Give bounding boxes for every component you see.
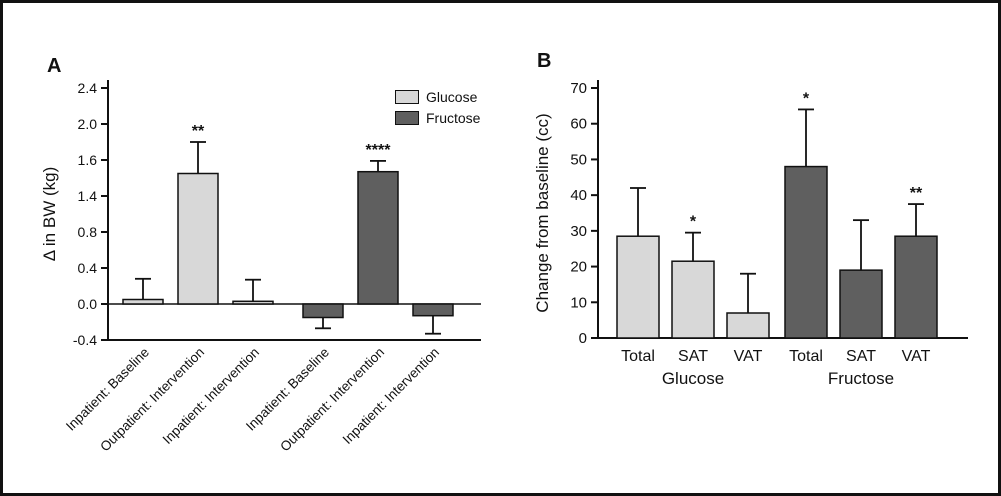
bar-inpatient-baseline <box>302 303 344 319</box>
x-tick-label: VAT <box>902 348 931 365</box>
y-tick-label: 50 <box>570 151 587 168</box>
y-tick-label: 10 <box>570 294 587 311</box>
panel-a-label: A <box>47 55 62 77</box>
bar-vat <box>894 235 938 339</box>
y-axis-title: Change from baseline (cc) <box>533 113 552 312</box>
x-tick-label: Total <box>621 348 655 365</box>
bar-total <box>784 165 828 339</box>
y-tick-label: 1.6 <box>78 152 98 168</box>
legend-label-glucose: Glucose <box>426 89 478 105</box>
y-tick-label: 1.4 <box>78 188 98 204</box>
y-tick-label: 40 <box>570 187 587 204</box>
group-label: Fructose <box>828 369 894 388</box>
bar-inpatient-baseline <box>122 298 164 305</box>
y-tick-label: 0.0 <box>78 296 98 312</box>
group-label: Glucose <box>662 369 724 388</box>
bar-outpatient-intervention <box>177 172 219 305</box>
panel-b-label: B <box>537 50 552 72</box>
bar-outpatient-intervention <box>357 170 399 305</box>
legend: Glucose Fructose <box>395 89 480 126</box>
legend-item-glucose: Glucose <box>395 89 480 105</box>
y-tick-label: 20 <box>570 259 587 276</box>
y-tick-label: 30 <box>570 223 587 240</box>
y-tick-label: 0.8 <box>78 224 98 240</box>
x-tick-label: Outpatient: Intervention <box>97 345 207 455</box>
bar-vat <box>726 312 770 339</box>
x-tick-label: Outpatient: Intervention <box>277 345 387 455</box>
x-tick-label: VAT <box>734 348 763 365</box>
x-tick-label: Inpatient: Intervention <box>160 345 262 447</box>
significance-label: * <box>690 214 697 231</box>
y-tick-label: 70 <box>570 80 587 97</box>
x-tick-label: Inpatient: Intervention <box>340 345 442 447</box>
bar-total <box>616 235 660 339</box>
y-tick-label: 2.4 <box>78 80 98 96</box>
x-tick-label: Total <box>789 348 823 365</box>
bar-sat <box>671 260 715 339</box>
y-tick-label: -0.4 <box>73 332 97 348</box>
legend-label-fructose: Fructose <box>426 110 481 126</box>
bar-inpatient-intervention <box>412 303 454 317</box>
fructose-swatch-icon <box>395 111 419 125</box>
y-axis-title: Δ in BW (kg) <box>40 167 59 261</box>
glucose-swatch-icon <box>395 90 419 104</box>
significance-label: **** <box>366 142 392 159</box>
y-tick-label: 0 <box>579 330 587 347</box>
y-tick-label: 2.0 <box>78 116 98 132</box>
significance-label: ** <box>192 123 205 140</box>
y-tick-label: 60 <box>570 116 587 133</box>
y-tick-label: 0.4 <box>78 260 98 276</box>
significance-label: * <box>803 90 810 107</box>
x-tick-label: SAT <box>846 348 876 365</box>
bodyweight-change-bar-chart: -0.40.00.40.81.41.62.02.4******Inpatient… <box>40 80 481 455</box>
x-tick-label: SAT <box>678 348 708 365</box>
bar-inpatient-intervention <box>232 300 274 305</box>
significance-label: ** <box>910 185 923 202</box>
legend-item-fructose: Fructose <box>395 110 480 126</box>
bar-sat <box>839 269 883 339</box>
